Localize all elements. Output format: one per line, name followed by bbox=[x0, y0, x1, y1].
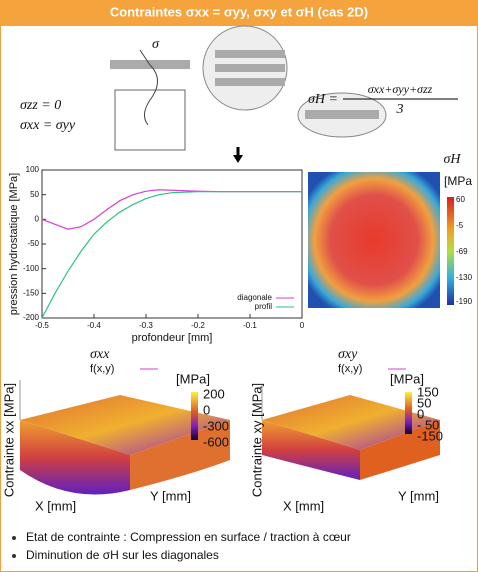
y-axis-label: Y [mm] bbox=[150, 488, 191, 503]
x-tick-label: -0.3 bbox=[139, 321, 153, 330]
bullet-text: Diminution de σH sur les diagonales bbox=[26, 548, 219, 562]
sh-num: σxx+σyy+σzz bbox=[368, 82, 433, 96]
surface-xy bbox=[261, 385, 440, 480]
x-axis-label: profondeur [mm] bbox=[132, 332, 213, 344]
schematic bbox=[110, 25, 387, 163]
sh-den: 3 bbox=[396, 102, 404, 117]
legend-label: profil bbox=[255, 302, 273, 311]
line-chart: 100 50 0 -50 -100 -150 -200-0.5 -0.4 -0.3 -0.2 -0.… bbox=[8, 165, 305, 344]
colorbar-label: 200 bbox=[203, 386, 225, 401]
colorbar-label: 150 bbox=[417, 384, 439, 399]
y-tick-label: 50 bbox=[30, 190, 39, 199]
heatmap-unit: [MPa bbox=[444, 174, 472, 188]
x-tick-label: -0.2 bbox=[191, 321, 205, 330]
y-tick-label: -100 bbox=[23, 264, 40, 273]
series-line bbox=[41, 191, 302, 319]
colorbar-label: -69 bbox=[456, 247, 468, 256]
y-axis-label: pression hydrostatique [MPa] bbox=[8, 173, 20, 315]
y-tick-label: -150 bbox=[23, 288, 40, 297]
header-title: Contraintes σxx = σyy, σxy et σH (cas 2D… bbox=[110, 4, 368, 19]
x-tick-label: 0 bbox=[300, 321, 305, 330]
sigma-label: σ bbox=[152, 37, 160, 52]
z-axis-label: Contrainte xy [MPa] bbox=[249, 383, 264, 497]
x-axis-label: X [mm] bbox=[35, 498, 76, 513]
colorbar-unit: [MPa] bbox=[390, 371, 424, 386]
y-tick-label: -50 bbox=[27, 239, 39, 248]
bullet-dot bbox=[12, 536, 16, 540]
y-tick-label: 100 bbox=[26, 165, 40, 174]
bullet-text: Etat de contrainte : Compression en surf… bbox=[26, 530, 351, 544]
colorbar-label: -5 bbox=[456, 221, 464, 230]
colorbar-label: -300 bbox=[203, 418, 229, 433]
colorbar-label: -190 bbox=[456, 297, 473, 306]
heatmap bbox=[308, 172, 454, 308]
colorbar-label: 0 bbox=[417, 406, 424, 421]
header-bar bbox=[0, 0, 478, 26]
colorbar-label: -130 bbox=[456, 273, 473, 282]
colorbar-unit: [MPa] bbox=[176, 371, 210, 386]
heatmap-title: σH bbox=[443, 152, 461, 167]
colorbar-label: 60 bbox=[456, 195, 465, 204]
legend-label: diagonale bbox=[237, 293, 272, 302]
szz-label: σzz = 0 bbox=[20, 98, 61, 113]
colorbar-label: 0 bbox=[203, 402, 210, 417]
sh-lhs: σH = bbox=[308, 92, 338, 107]
sxx-label: σxx = σyy bbox=[20, 118, 76, 133]
x-axis-label: X [mm] bbox=[283, 498, 324, 513]
x-tick-label: -0.5 bbox=[35, 321, 49, 330]
x-tick-label: -0.4 bbox=[87, 321, 101, 330]
colorbar-label: 50 bbox=[417, 395, 431, 410]
x-tick-label: -0.1 bbox=[243, 321, 257, 330]
colorbar-label: - 50 bbox=[417, 417, 439, 432]
plot-legend: f(x,y) bbox=[90, 363, 114, 375]
plot-title: σxy bbox=[338, 347, 358, 362]
bullet-dot bbox=[12, 554, 16, 558]
plot-legend: f(x,y) bbox=[338, 363, 362, 375]
z-axis-label: Contrainte xx [MPa] bbox=[1, 383, 16, 497]
y-tick-label: 0 bbox=[35, 214, 40, 223]
y-tick-label: -200 bbox=[23, 313, 40, 322]
y-axis-label: Y [mm] bbox=[398, 488, 439, 503]
colorbar-label: -600 bbox=[203, 434, 229, 449]
plot-title: σxx bbox=[90, 347, 110, 362]
surface-xx bbox=[19, 380, 230, 495]
colorbar-label: -150 bbox=[417, 428, 443, 443]
